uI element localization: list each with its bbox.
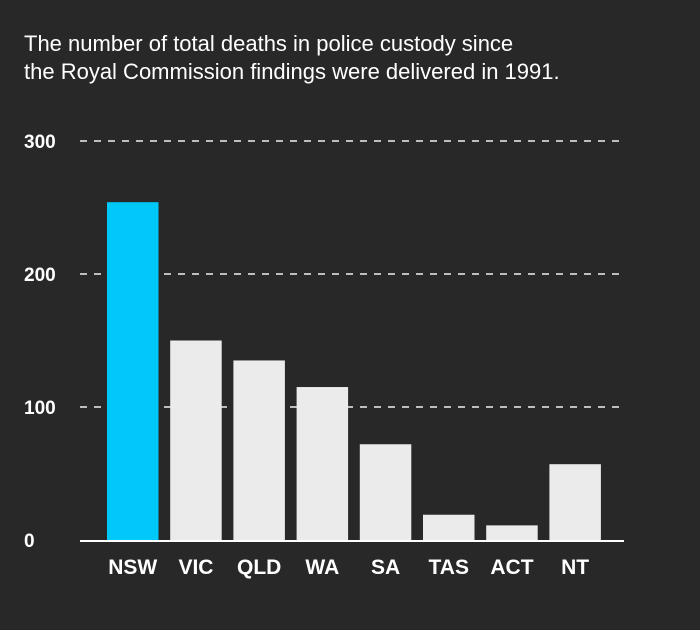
bar-sa <box>359 444 412 540</box>
x-tick-label-act: ACT <box>490 556 533 579</box>
bar-vic <box>170 340 222 540</box>
bars <box>107 202 601 540</box>
chart-title: The number of total deaths in police cus… <box>24 30 664 86</box>
x-tick-label-nsw: NSW <box>108 556 157 579</box>
bar-wa <box>296 387 349 540</box>
bar-act <box>486 525 538 540</box>
x-tick-label-qld: QLD <box>237 556 281 579</box>
bar-nsw <box>107 202 159 540</box>
y-tick-label: 300 <box>24 132 56 153</box>
x-tick-label-wa: WA <box>305 556 339 579</box>
x-tick-label-nt: NT <box>561 556 589 579</box>
bar-qld <box>233 360 285 540</box>
x-tick-label-vic: VIC <box>178 556 213 579</box>
chart-title-line-2: the Royal Commission findings were deliv… <box>24 59 560 84</box>
x-tick-label-sa: SA <box>371 556 400 579</box>
bar-tas <box>423 514 475 540</box>
y-tick-label: 200 <box>24 265 56 286</box>
x-tick-label-tas: TAS <box>429 556 469 579</box>
bar-nt <box>549 464 601 540</box>
x-axis-labels: NSW VIC QLD WA SA TAS ACT NT <box>108 556 589 579</box>
y-axis-ticks: 0 100 200 300 <box>24 132 56 552</box>
y-tick-label: 100 <box>24 398 56 419</box>
y-tick-label: 0 <box>24 531 35 552</box>
gridlines <box>80 140 622 408</box>
chart-title-line-1: The number of total deaths in police cus… <box>24 31 514 56</box>
